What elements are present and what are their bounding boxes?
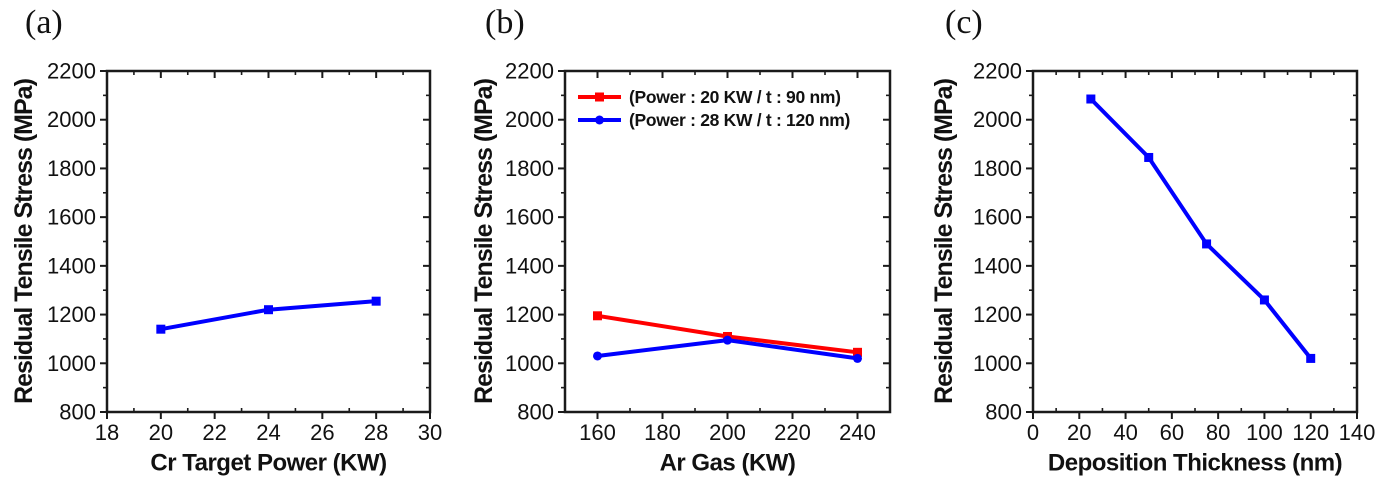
x-tick-label: 22 bbox=[202, 420, 226, 445]
x-tick-label: 0 bbox=[1027, 420, 1039, 445]
data-point-marker-square bbox=[264, 305, 273, 315]
x-tick-label: 80 bbox=[1206, 420, 1230, 445]
panel-a-label: (a) bbox=[25, 4, 63, 41]
legend-entry-label: (Power : 28 KW / t : 120 nm) bbox=[629, 110, 850, 130]
data-point-marker-square bbox=[593, 311, 602, 321]
y-tick-label: 800 bbox=[985, 400, 1022, 425]
legend-marker-circle bbox=[595, 115, 604, 125]
y-tick-label: 2000 bbox=[973, 107, 1022, 132]
y-tick-label: 2000 bbox=[47, 107, 96, 132]
y-axis-title: Residual Tensile Stress (MPa) bbox=[10, 78, 38, 403]
y-tick-label: 1800 bbox=[973, 156, 1022, 181]
x-tick-label: 180 bbox=[644, 420, 681, 445]
y-tick-label: 1800 bbox=[47, 156, 96, 181]
x-tick-label: 28 bbox=[364, 420, 388, 445]
panel-a: (a) 18 20 22 24 26 28 30 800 1000 1200 1400 1600 180… bbox=[0, 0, 460, 489]
y-tick-label: 1200 bbox=[505, 302, 554, 327]
x-axis-title: Ar Gas (KW) bbox=[660, 450, 796, 477]
y-axis-title: Residual Tensile Stress (MPa) bbox=[930, 78, 958, 403]
legend-marker-square bbox=[595, 92, 604, 102]
data-point-marker-square bbox=[1259, 295, 1269, 305]
y-tick-label: 1600 bbox=[47, 205, 96, 230]
chart-c-deposition-thickness: 0 20 40 60 80 100 120 140 800 1000 1200 1400 1600 180… bbox=[930, 59, 1376, 477]
y-tick-label: 1000 bbox=[47, 351, 96, 376]
y-tick-label: 1400 bbox=[973, 253, 1022, 278]
data-point-marker-square bbox=[371, 296, 381, 306]
data-point-marker-square bbox=[1144, 152, 1154, 162]
data-point-marker-square bbox=[156, 324, 166, 334]
y-tick-label: 1400 bbox=[505, 253, 554, 278]
y-tick-label: 2200 bbox=[47, 59, 96, 84]
legend-entry-label: (Power : 20 KW / t : 90 nm) bbox=[629, 87, 841, 107]
y-tick-label: 800 bbox=[59, 400, 96, 425]
panel-b: (b) 160 180 200 220 240 800 1000 1200 1400 1600 18… bbox=[460, 0, 920, 489]
y-axis-title: Residual Tensile Stress (MPa) bbox=[470, 78, 498, 403]
y-tick-label: 1200 bbox=[973, 302, 1022, 327]
panel-c: (c) 0 20 40 60 80 100 120 140 800 1000 1200 1400 160… bbox=[920, 0, 1387, 489]
x-tick-label: 200 bbox=[709, 420, 746, 445]
data-point-marker-circle bbox=[853, 353, 862, 363]
panel-c-label: (c) bbox=[945, 4, 983, 41]
x-tick-label: 160 bbox=[579, 420, 616, 445]
chart-b-ar-gas: 160 180 200 220 240 800 1000 1200 1400 1600 1800 20… bbox=[470, 59, 892, 477]
x-tick-label: 220 bbox=[774, 420, 811, 445]
x-tick-label: 26 bbox=[310, 420, 334, 445]
series-line-0 bbox=[1088, 97, 1313, 361]
y-tick-label: 1800 bbox=[505, 156, 554, 181]
y-tick-label: 1000 bbox=[505, 351, 554, 376]
data-point-marker-square bbox=[1306, 353, 1316, 363]
data-point-marker-circle bbox=[723, 335, 732, 345]
data-point-marker-square bbox=[1086, 94, 1096, 104]
panel-b-label: (b) bbox=[485, 4, 525, 41]
x-tick-label: 24 bbox=[256, 420, 280, 445]
y-tick-label: 1600 bbox=[505, 205, 554, 230]
data-point-marker-circle bbox=[593, 351, 602, 361]
y-tick-label: 2200 bbox=[505, 59, 554, 84]
plot-frame bbox=[105, 69, 432, 414]
y-tick-label: 1400 bbox=[47, 253, 96, 278]
y-tick-label: 2000 bbox=[505, 107, 554, 132]
x-tick-label: 120 bbox=[1292, 420, 1329, 445]
x-tick-label: 60 bbox=[1160, 420, 1184, 445]
x-tick-label: 18 bbox=[95, 420, 119, 445]
x-tick-label: 20 bbox=[1067, 420, 1091, 445]
y-tick-label: 1200 bbox=[47, 302, 96, 327]
y-tick-label: 2200 bbox=[973, 59, 1022, 84]
x-tick-label: 20 bbox=[149, 420, 173, 445]
data-point-marker-square bbox=[853, 347, 862, 357]
x-tick-label: 100 bbox=[1246, 420, 1283, 445]
x-axis-title: Cr Target Power (KW) bbox=[150, 450, 386, 477]
y-tick-label: 800 bbox=[517, 400, 554, 425]
x-axis-title: Deposition Thickness (nm) bbox=[1048, 450, 1342, 477]
x-tick-label: 140 bbox=[1339, 420, 1376, 445]
chart-a-cr-target-power: 18 20 22 24 26 28 30 800 1000 1200 1400 1600 1800 200… bbox=[10, 59, 442, 477]
x-tick-label: 240 bbox=[839, 420, 876, 445]
x-tick-label: 40 bbox=[1113, 420, 1137, 445]
y-tick-label: 1000 bbox=[973, 351, 1022, 376]
x-tick-label: 30 bbox=[418, 420, 442, 445]
y-tick-label: 1600 bbox=[973, 205, 1022, 230]
data-point-marker-square bbox=[1202, 239, 1212, 249]
